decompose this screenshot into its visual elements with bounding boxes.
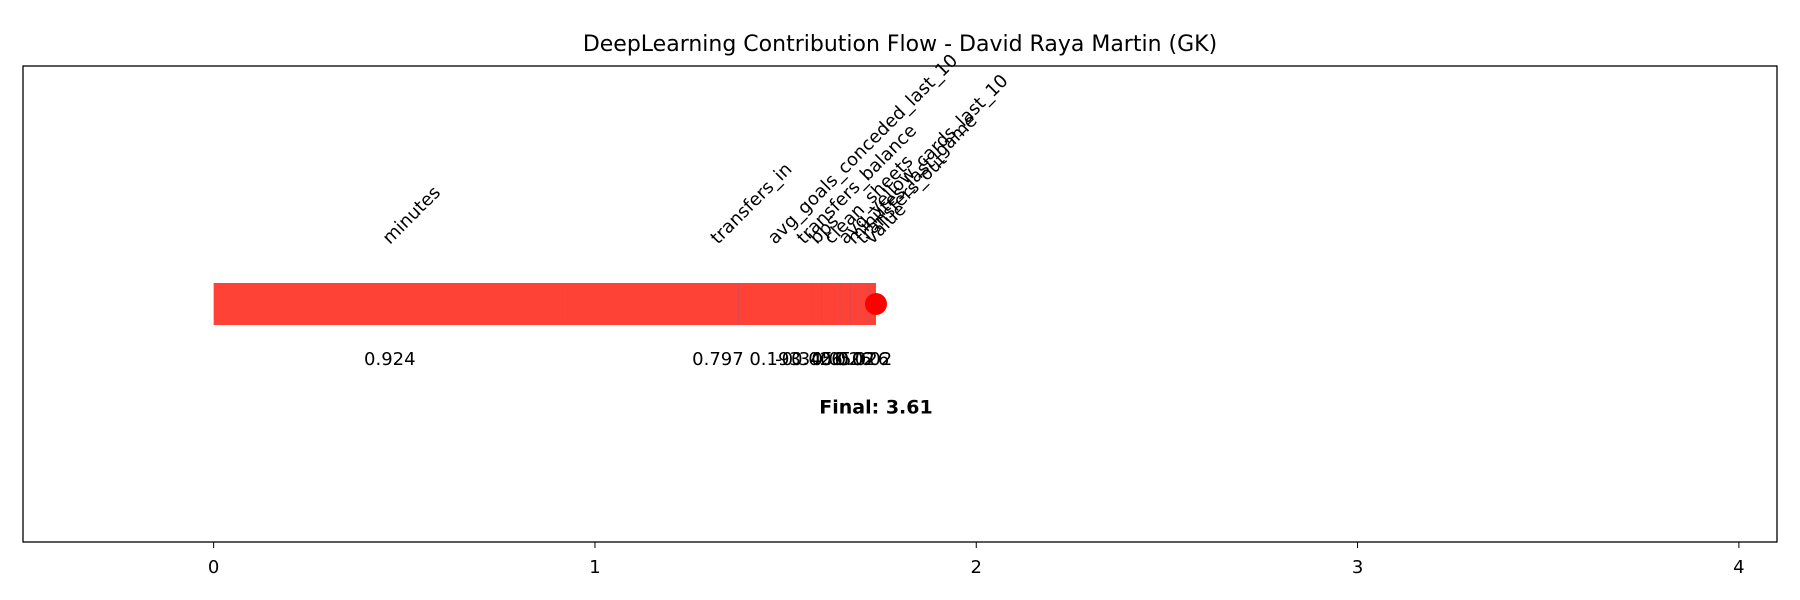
value-label: 0.193 [749,349,801,370]
value-label: -0.345 [775,349,833,370]
x-tick-label: 1 [589,557,600,578]
value-label: 0.797 [692,349,744,370]
plot-frame [22,65,1778,543]
value-label: 0.026 [791,349,843,370]
final-marker [864,293,887,315]
bar [213,283,566,325]
x-tick-label: 4 [1733,557,1744,578]
bar [850,283,859,325]
x-tick-label: 0 [208,557,219,578]
x-tick-label: 2 [971,557,982,578]
bar [811,283,822,325]
x-tick-label: 3 [1352,557,1363,578]
bar [738,283,812,325]
bar [821,283,841,325]
chart-title: DeepLearning Contribution Flow - David R… [583,32,1217,57]
value-label: 0.05 [811,349,851,370]
value-label: 0.02 [835,349,875,370]
value-label: 0.924 [364,349,416,370]
value-label: 0.02 [852,349,892,370]
value-label: 0.026 [838,349,890,370]
feature-label: minutes [379,182,445,248]
value-label: 0.026 [820,349,872,370]
bar [858,283,869,325]
final-label: Final: 3.61 [819,397,932,419]
bar [840,283,851,325]
